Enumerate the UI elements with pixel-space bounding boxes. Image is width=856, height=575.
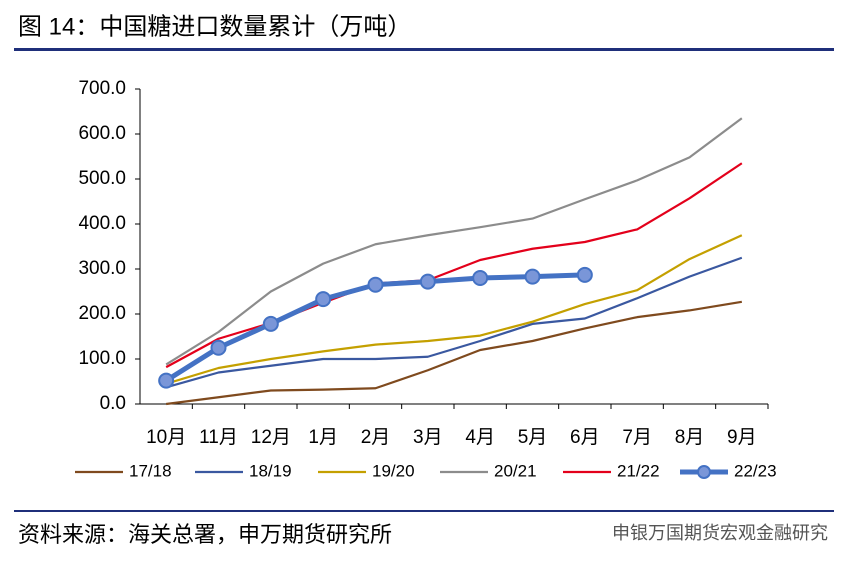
x-tick-label: 9月 <box>727 427 757 448</box>
x-tick-label: 1月 <box>308 427 338 448</box>
y-tick-label: 100.0 <box>78 348 126 369</box>
watermark: 申银万国期货宏观金融研究 <box>612 523 828 543</box>
y-tick-label: 300.0 <box>78 258 126 279</box>
point <box>472 270 489 286</box>
point <box>524 268 541 285</box>
point <box>419 273 436 290</box>
legend-label: 21/22 <box>617 461 660 480</box>
x-tick-label: 6月 <box>570 427 600 448</box>
x-tick-label: 11月 <box>199 427 238 448</box>
series-line <box>165 162 743 369</box>
legend-label: 20/21 <box>494 461 537 480</box>
legend-label: 22/23 <box>734 461 777 480</box>
chart-title: 图 14：中国糖进口数量累计（万吨） <box>18 13 411 40</box>
x-tick-label: 5月 <box>518 427 548 448</box>
footer-rule <box>14 510 834 512</box>
point <box>158 372 175 389</box>
x-tick-label: 8月 <box>675 427 705 448</box>
y-tick-label: 500.0 <box>78 168 126 189</box>
legend-label: 19/20 <box>372 461 415 480</box>
x-tick-label: 10月 <box>146 427 186 448</box>
series-line <box>165 117 743 366</box>
series-line <box>165 234 743 385</box>
legend-label: 17/18 <box>129 461 172 480</box>
title-rule <box>14 48 834 51</box>
y-tick-label: 600.0 <box>78 123 126 144</box>
x-tick-label: 3月 <box>413 427 443 448</box>
source-note: 资料来源：海关总署，申万期货研究所 <box>18 522 392 547</box>
x-tick-label: 4月 <box>465 427 495 448</box>
legend-label: 18/19 <box>249 461 292 480</box>
point <box>210 339 227 356</box>
x-tick-label: 2月 <box>361 427 391 448</box>
x-tick-label: 12月 <box>251 427 291 448</box>
point <box>367 276 384 293</box>
y-tick-label: 400.0 <box>78 213 126 234</box>
y-tick-label: 200.0 <box>78 303 126 324</box>
series-line <box>165 256 743 389</box>
y-tick-label: 0.0 <box>100 393 126 414</box>
y-tick-label: 700.0 <box>78 78 126 99</box>
point <box>315 291 332 308</box>
legend-marker <box>697 465 711 479</box>
point <box>262 315 279 332</box>
series-line <box>166 300 743 406</box>
point <box>576 266 593 283</box>
x-tick-label: 7月 <box>622 427 652 448</box>
